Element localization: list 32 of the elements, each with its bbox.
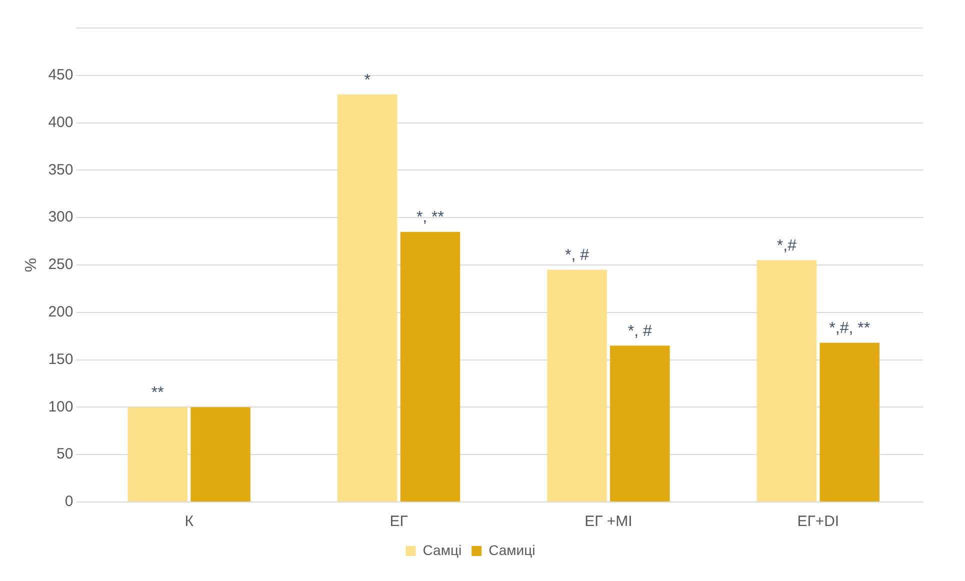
bar (337, 94, 398, 502)
annotation: *,# (776, 238, 797, 255)
y-tick-label: 100 (48, 398, 74, 416)
x-tick-label: ЕГ+DI (797, 513, 840, 530)
annotation: ** (151, 384, 164, 402)
bar (128, 407, 188, 502)
bar (756, 260, 817, 502)
x-tick-label: ЕГ (390, 513, 408, 530)
bar (400, 232, 460, 502)
annotation: *,#, ** (829, 320, 870, 338)
annotation: *, # (628, 322, 652, 340)
y-tick-label: 350 (48, 161, 74, 178)
y-tick-label: 0 (64, 493, 74, 510)
y-axis-title: % (23, 258, 40, 272)
annotation: * (364, 72, 370, 89)
legend-label: Самці (422, 542, 462, 558)
y-tick-label: 450 (48, 66, 74, 84)
bar (190, 407, 250, 502)
legend-label: Самиці (488, 542, 536, 558)
x-tick-label: К (184, 513, 194, 530)
bar (820, 342, 880, 502)
y-tick-label: 50 (56, 446, 74, 463)
y-tick-label: 200 (48, 304, 74, 321)
y-tick-label: 150 (48, 350, 74, 368)
y-tick-label: 300 (48, 208, 74, 226)
y-tick-label: 250 (48, 256, 74, 274)
x-tick-label: ЕГ +MI (584, 513, 632, 530)
annotation: *, # (565, 247, 590, 264)
y-tick-label: 400 (48, 114, 74, 131)
annotation: *, ** (416, 209, 444, 226)
bar (547, 270, 607, 502)
bar (610, 346, 670, 502)
